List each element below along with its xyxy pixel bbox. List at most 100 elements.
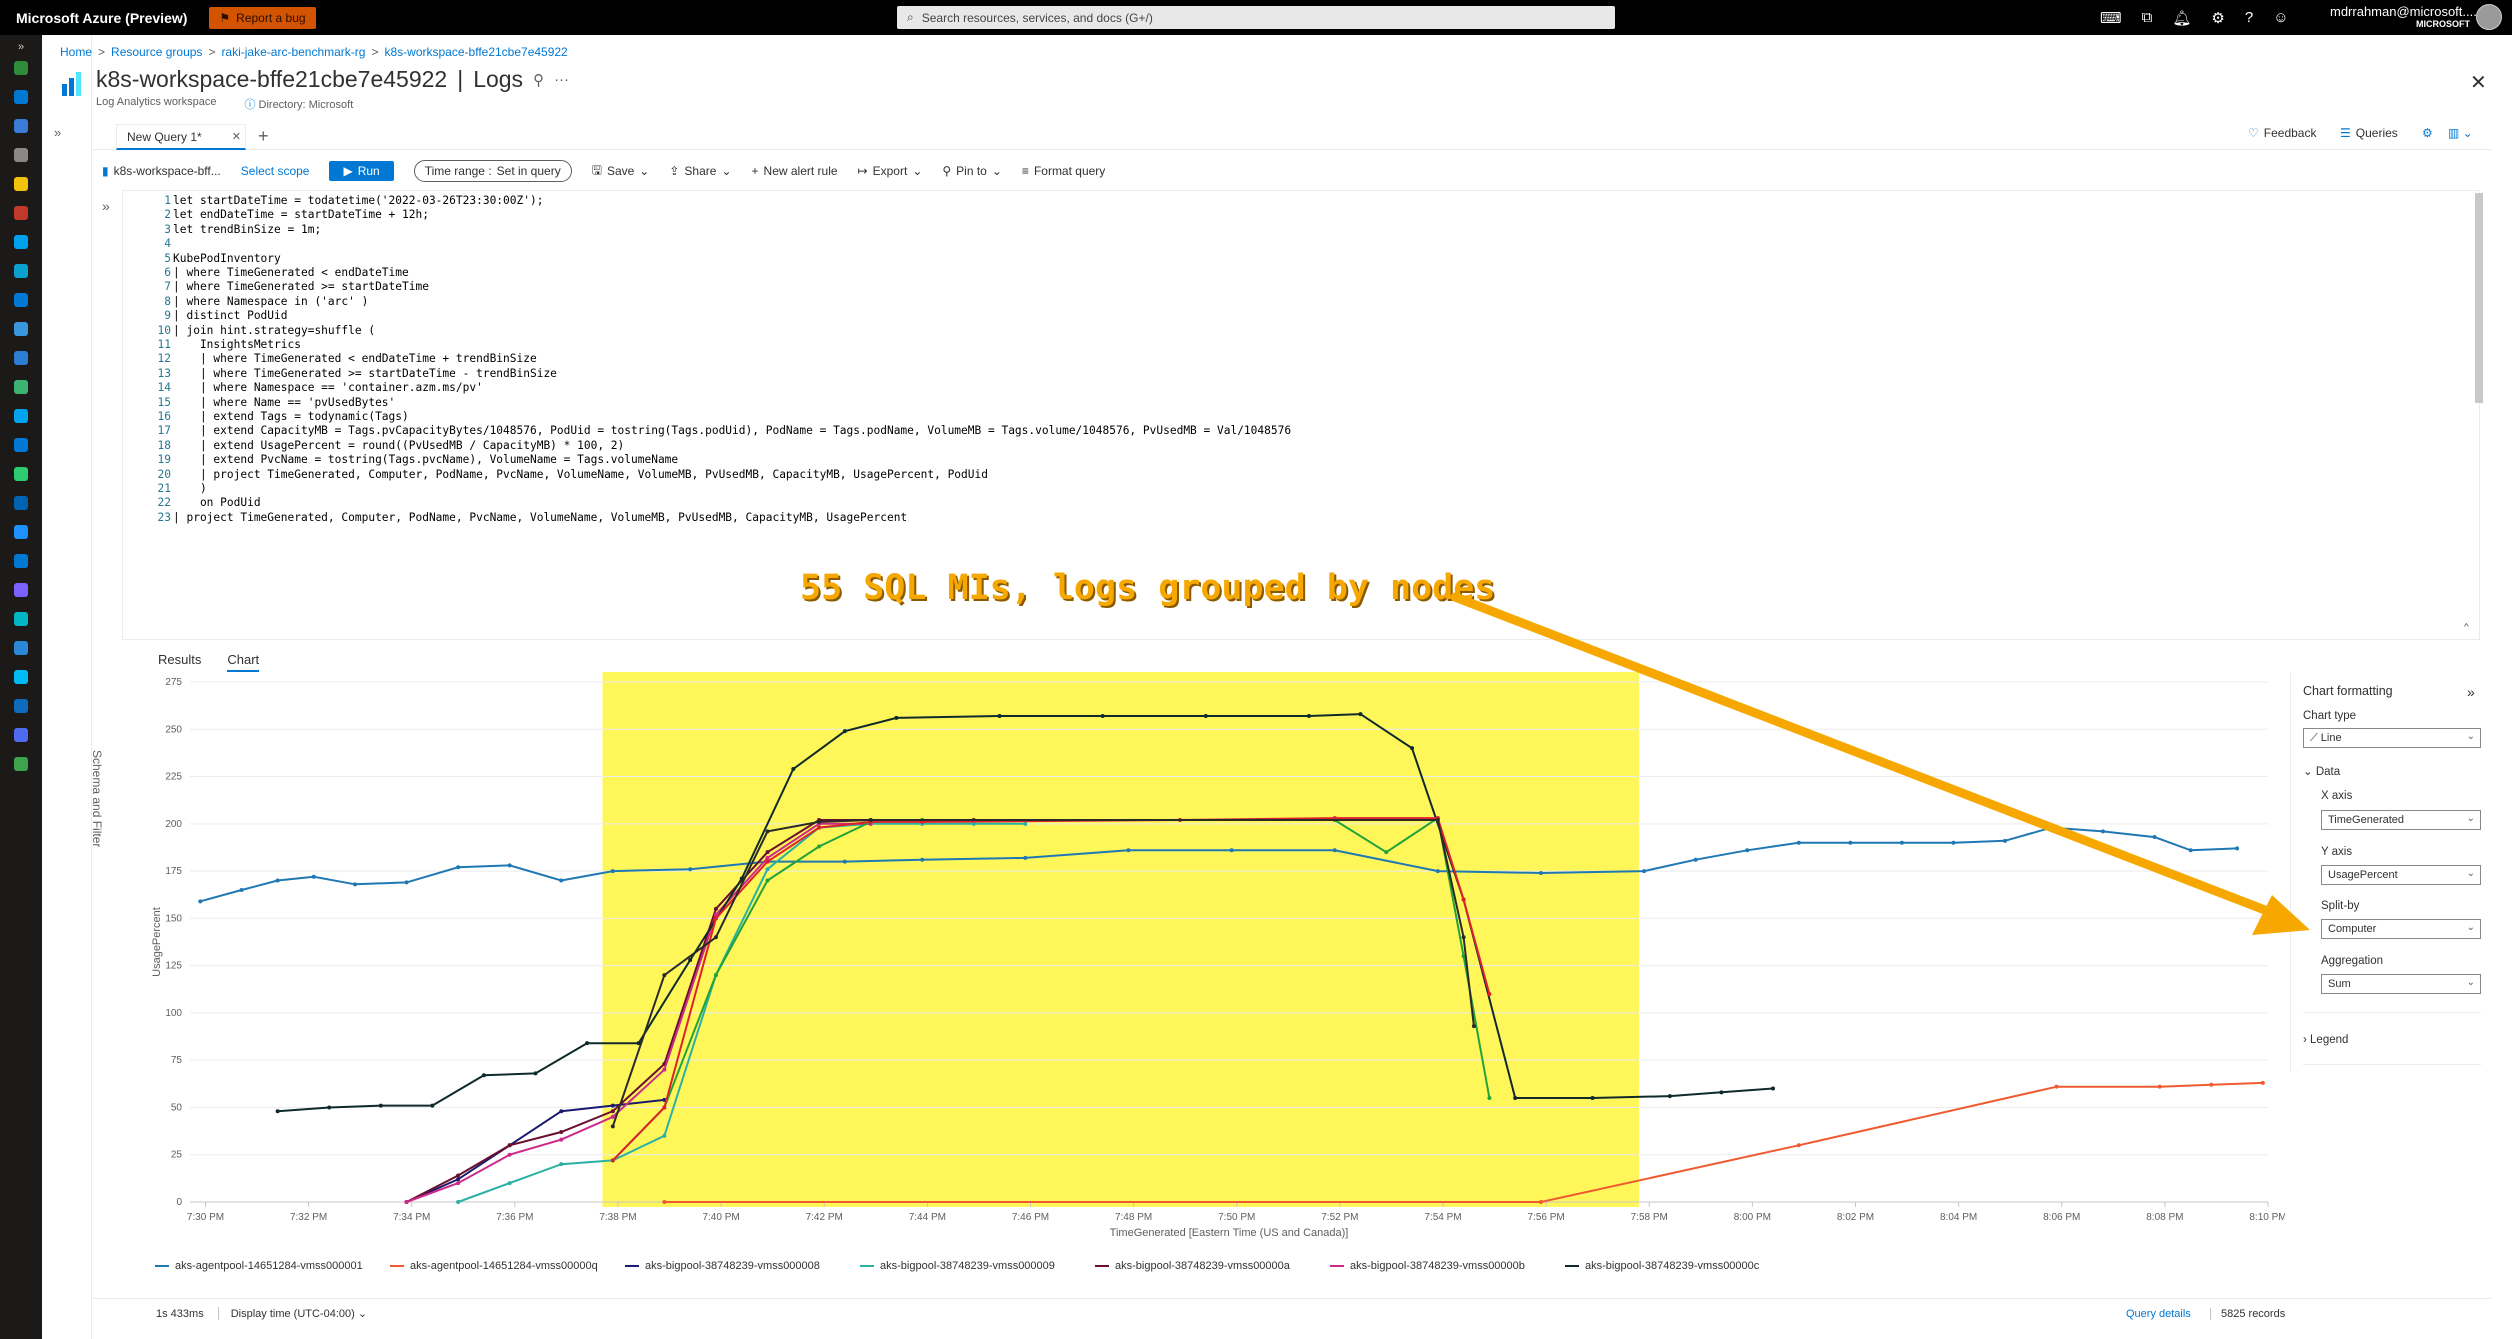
settings-gear-icon[interactable]: ⚙ [2211, 9, 2225, 27]
run-button[interactable]: ▶ Run [329, 161, 394, 181]
data-section-toggle[interactable]: ⌄ Data [2303, 764, 2340, 778]
pin-icon[interactable]: ⚲ [533, 71, 545, 89]
layout-icon[interactable]: ▥ ⌄ [2448, 126, 2473, 140]
save-button[interactable]: 🖫︎ Save ⌄ [592, 161, 650, 182]
chevron-down-icon: ⌄ [2466, 813, 2475, 824]
collapse-schema-icon[interactable]: » [102, 198, 110, 214]
function-apps-icon[interactable] [14, 293, 28, 307]
schema-and-filter-label[interactable]: Schema and Filter [90, 750, 104, 848]
brand-title[interactable]: Microsoft Azure (Preview) [16, 9, 188, 26]
cost-management-icon[interactable] [14, 612, 28, 626]
editor-scrollbar[interactable] [2475, 193, 2483, 403]
y-tick-label: 200 [165, 819, 182, 830]
avatar[interactable] [2476, 4, 2502, 30]
data-point [1410, 746, 1415, 751]
tab-close-icon[interactable]: ✕ [231, 131, 241, 143]
query-editor[interactable]: ⌃ 1 let startDateTime = todatetime('2022-… [122, 190, 2483, 640]
queries-button[interactable]: ☰ Queries [2340, 126, 2398, 140]
legend-section-toggle[interactable]: › Legend [2303, 1034, 2348, 1046]
load-balancers-icon[interactable] [14, 409, 28, 423]
help-icon[interactable]: ? [2244, 9, 2254, 26]
feedback-icon[interactable]: ☺ [2273, 9, 2289, 26]
cloud-shell-icon[interactable]: ⌨ [2100, 9, 2122, 27]
cosmos-db-icon[interactable] [14, 351, 28, 365]
legend-item[interactable]: aks-bigpool-38748239-vmss000008 [625, 1260, 860, 1272]
legend-item[interactable]: aks-bigpool-38748239-vmss000009 [860, 1260, 1095, 1272]
data-point [713, 906, 718, 911]
data-point [868, 818, 873, 823]
kubernetes-icon[interactable] [14, 670, 28, 684]
query-details-link[interactable]: Query details [2126, 1307, 2191, 1320]
azure-ad-icon[interactable] [14, 496, 28, 510]
collapse-panel-icon[interactable]: » [2467, 684, 2475, 700]
legend-item[interactable]: aks-agentpool-14651284-vmss00000q [390, 1260, 625, 1272]
data-point [662, 1200, 667, 1204]
tab-chart[interactable]: Chart [227, 652, 260, 672]
legend-item[interactable]: aks-agentpool-14651284-vmss000001 [155, 1260, 390, 1272]
monitor-icon[interactable] [14, 525, 28, 539]
breadcrumb-resource-group[interactable]: raki-jake-arc-benchmark-rg [221, 45, 366, 59]
help-support-icon[interactable] [14, 641, 28, 655]
virtual-networks-icon[interactable] [14, 467, 28, 481]
policy-icon[interactable] [14, 757, 28, 771]
breadcrumb-resource-groups[interactable]: Resource groups [111, 45, 203, 59]
data-point [239, 888, 244, 892]
export-button[interactable]: ↦ Export ⌄ [858, 164, 923, 178]
breadcrumb-home[interactable]: Home [60, 45, 93, 59]
create-resource-icon[interactable] [14, 61, 28, 75]
time-range-button[interactable]: Time range : Set in query [413, 160, 572, 182]
sql-databases-icon[interactable] [14, 322, 28, 336]
share-button[interactable]: ⇪ Share ⌄ [669, 164, 731, 178]
split-by-select[interactable]: Computer ⌄ [2321, 919, 2481, 939]
settings-icon[interactable]: ⚙ [2422, 126, 2433, 140]
close-icon[interactable]: ✕ [2470, 72, 2487, 94]
advisor-icon[interactable] [14, 554, 28, 568]
legend-item[interactable]: aks-bigpool-38748239-vmss00000c [1565, 1260, 1800, 1272]
storage-accounts-icon[interactable] [14, 438, 28, 452]
feedback-button[interactable]: ♡ Feedback [2248, 126, 2316, 140]
report-bug-label: Report a bug [236, 10, 306, 25]
user-account[interactable]: mdrrahman@microsoft.... MICROSOFT [2330, 4, 2477, 29]
format-query-button[interactable]: ≡ Format query [1022, 164, 1105, 178]
search-input[interactable]: ⌕ Search resources, services, and docs (G… [897, 6, 1615, 29]
virtual-machines-icon[interactable] [14, 380, 28, 394]
notifications-icon[interactable]: 🔔︎ [2172, 9, 2192, 27]
aggregation-select[interactable]: Sum ⌄ [2321, 974, 2481, 994]
legend-item[interactable]: aks-bigpool-38748239-vmss00000b [1330, 1260, 1565, 1272]
report-bug-button[interactable]: ⚑ Report a bug [209, 6, 316, 29]
resource-groups-icon[interactable] [14, 235, 28, 249]
all-resources-icon[interactable] [14, 206, 28, 220]
tab-new-query-1[interactable]: New Query 1* ✕ [116, 124, 246, 150]
line-number: 12 [157, 352, 171, 366]
all-services-icon[interactable] [14, 148, 28, 162]
pin-to-button[interactable]: ⚲ Pin to ⌄ [942, 164, 1002, 178]
app-services-icon[interactable] [14, 264, 28, 278]
data-point [765, 829, 770, 834]
data-point [1848, 840, 1853, 845]
add-tab-icon[interactable]: + [258, 126, 269, 146]
arc-icon[interactable] [14, 728, 28, 742]
collapse-editor-icon[interactable]: ⌃ [2463, 621, 2470, 634]
tab-results[interactable]: Results [158, 652, 202, 667]
x-tick-label: 7:34 PM [393, 1212, 430, 1223]
x-axis-select[interactable]: TimeGenerated ⌄ [2321, 810, 2481, 830]
display-time-selector[interactable]: Display time (UTC-04:00) ⌄ [217, 1307, 367, 1320]
y-axis-select[interactable]: UsagePercent ⌄ [2321, 865, 2481, 885]
data-point [1306, 714, 1311, 719]
expand-nav-icon[interactable]: » [17, 41, 25, 53]
share-label: Share [684, 164, 717, 178]
favorites-star-icon[interactable] [14, 177, 28, 191]
scope-selector[interactable]: ▮ k8s-workspace-bff... [102, 164, 221, 178]
dashboard-icon[interactable] [14, 119, 28, 133]
select-scope-link[interactable]: Select scope [240, 164, 310, 178]
security-center-icon[interactable] [14, 583, 28, 597]
directory-filter-icon[interactable]: ⧉ [2141, 9, 2153, 26]
chart-type-select[interactable]: ⟋ Line ⌄ [2303, 728, 2481, 748]
breadcrumb-workspace[interactable]: k8s-workspace-bffe21cbe7e45922 [384, 45, 568, 59]
expand-menu-icon[interactable]: » [54, 125, 62, 140]
log-analytics-icon[interactable] [14, 699, 28, 713]
more-options-icon[interactable]: ··· [554, 71, 570, 88]
home-icon[interactable] [14, 90, 28, 104]
new-alert-rule-button[interactable]: + New alert rule [752, 164, 838, 178]
legend-item[interactable]: aks-bigpool-38748239-vmss00000a [1095, 1260, 1330, 1272]
